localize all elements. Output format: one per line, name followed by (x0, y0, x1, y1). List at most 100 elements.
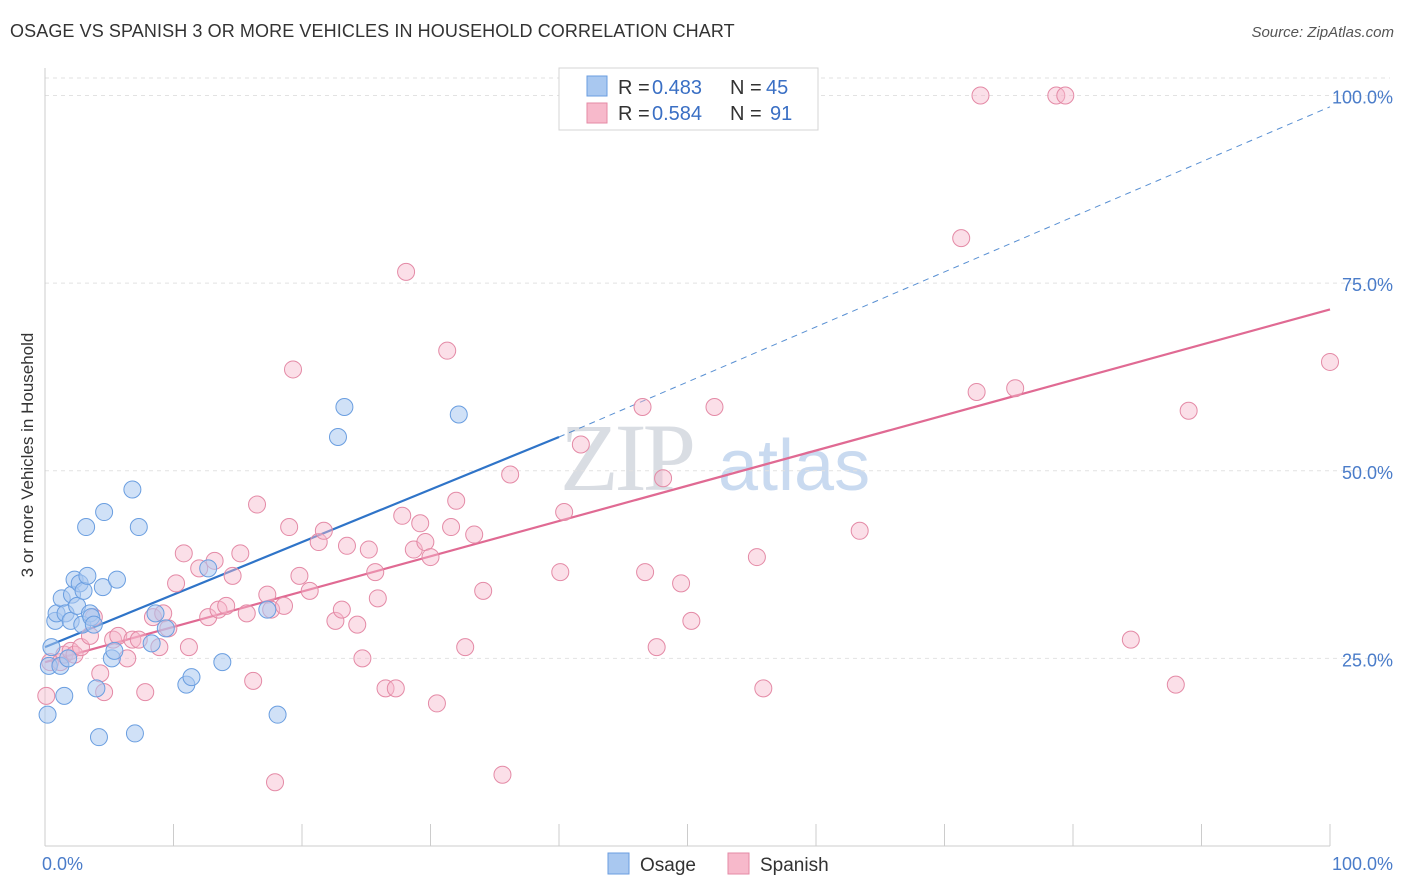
spanish-point (366, 563, 385, 582)
spanish-point (91, 664, 110, 683)
watermark-zip: ZIP (560, 404, 693, 511)
spanish-point (967, 382, 986, 401)
osage-point (107, 570, 126, 589)
spanish-point (326, 611, 345, 630)
osage-point (105, 641, 124, 660)
legend-spanish-r-value: 0.584 (652, 103, 702, 125)
legend-spanish-r-label: R = (618, 103, 650, 125)
osage-point (129, 518, 148, 537)
spanish-point (376, 679, 395, 698)
spanish-point (258, 585, 277, 604)
osage-point (449, 405, 468, 424)
spanish-point (348, 615, 367, 634)
spanish-point (551, 563, 570, 582)
spanish-point (248, 495, 267, 514)
osage-point (55, 686, 74, 705)
osage-point (95, 503, 114, 522)
spanish-point (438, 341, 457, 360)
spanish-point (237, 604, 256, 623)
spanish-point (167, 574, 186, 593)
spanish-point (465, 525, 484, 544)
spanish-point (337, 536, 356, 555)
spanish-point (123, 630, 142, 649)
osage-point (335, 397, 354, 416)
spanish-point (386, 679, 405, 698)
osage-point (89, 728, 108, 747)
spanish-point (952, 229, 971, 248)
spanish-point (397, 262, 416, 281)
legend: R = 0.483 N = 45 R = 0.584 N = 91 (558, 67, 819, 131)
osage-point (146, 604, 165, 623)
tick-labels: 25.0% 50.0% 75.0% 100.0% 0.0% 100.0% (42, 88, 1393, 874)
bottom-legend-osage-swatch (607, 852, 630, 875)
spanish-point (636, 563, 655, 582)
bottom-legend-osage-label: Osage (640, 855, 696, 876)
osage-point (78, 566, 97, 585)
spanish-point (456, 638, 475, 657)
spanish-point (654, 469, 673, 488)
osage-point (38, 705, 57, 724)
osage-trend-line (44, 435, 560, 649)
osage-point (93, 578, 112, 597)
osage-point (84, 615, 103, 634)
spanish-point (1056, 86, 1075, 105)
gridlines (45, 77, 1390, 659)
legend-osage-r-value: 0.483 (652, 77, 702, 99)
legend-spanish-n-label: N = (730, 103, 762, 125)
spanish-point (474, 581, 493, 600)
spanish-trend-line (44, 308, 1331, 664)
spanish-point (393, 506, 412, 525)
bottom-legend-spanish-swatch (727, 852, 750, 875)
spanish-point (442, 518, 461, 537)
spanish-point (1006, 379, 1025, 398)
spanish-point (493, 765, 512, 784)
spanish-point (199, 608, 218, 627)
spanish-point (571, 435, 590, 454)
osage-trend-extension (558, 106, 1331, 438)
spanish-point (421, 548, 440, 567)
spanish-point (682, 611, 701, 630)
spanish-point (332, 600, 351, 619)
spanish-point (223, 566, 242, 585)
osage-point (182, 668, 201, 687)
osage-point (199, 559, 218, 578)
osage-point (59, 649, 78, 668)
spanish-point (290, 566, 309, 585)
spanish-point (1179, 401, 1198, 420)
spanish-point (275, 596, 294, 615)
spanish-point (1321, 352, 1339, 371)
osage-point (74, 581, 93, 600)
spanish-point (1166, 675, 1185, 694)
trend-lines (44, 106, 1331, 664)
osage-point (328, 427, 347, 446)
spanish-point (231, 544, 250, 563)
spanish-point (37, 686, 56, 705)
osage-point (142, 634, 161, 653)
spanish-point (368, 589, 387, 608)
spanish-point (747, 548, 766, 567)
spanish-point (284, 360, 303, 379)
osage-point (213, 653, 232, 672)
spanish-point (136, 683, 155, 702)
spanish-point (501, 465, 520, 484)
osage-point (125, 724, 144, 743)
spanish-point (633, 397, 652, 416)
legend-osage-swatch (586, 75, 608, 97)
spanish-point (555, 503, 574, 522)
spanish-point (447, 491, 466, 510)
x-tick-label-min: 0.0% (42, 854, 83, 874)
spanish-point (353, 649, 372, 668)
osage-point (123, 480, 142, 499)
spanish-point (266, 773, 285, 792)
bottom-legend: Osage Spanish (607, 852, 829, 876)
spanish-point (179, 638, 198, 657)
spanish-point (647, 638, 666, 657)
legend-osage-r-label: R = (618, 77, 650, 99)
spanish-point (754, 679, 773, 698)
spanish-point (309, 533, 328, 552)
bottom-legend-spanish-label: Spanish (760, 855, 829, 876)
chart-title: OSAGE VS SPANISH 3 OR MORE VEHICLES IN H… (10, 21, 735, 41)
source-label: Source: ZipAtlas.com (1251, 24, 1394, 41)
spanish-point (217, 596, 236, 615)
osage-point (77, 518, 96, 537)
